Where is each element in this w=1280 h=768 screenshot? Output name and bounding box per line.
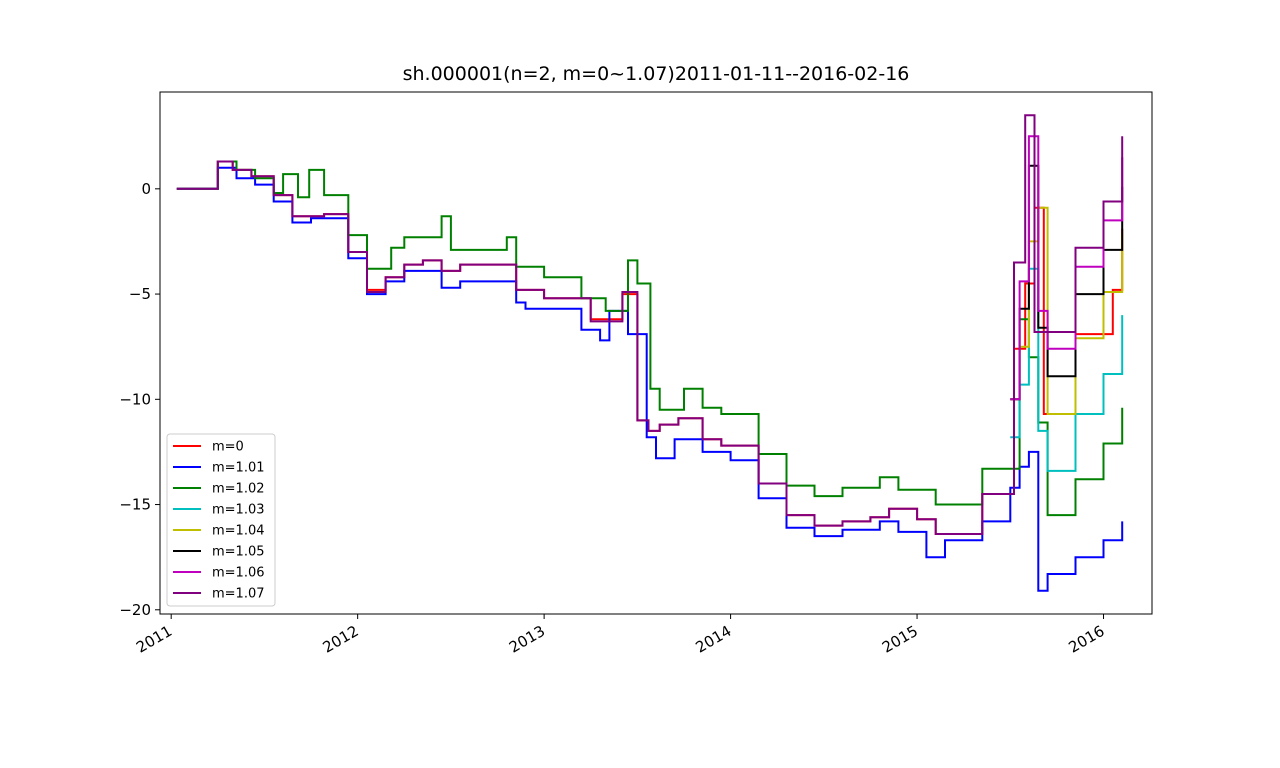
series-line-2 <box>176 160 1124 517</box>
legend-label: m=0 <box>212 440 244 455</box>
legend-label: m=1.07 <box>212 587 265 602</box>
y-tick-label: −10 <box>119 390 151 408</box>
legend-label: m=1.06 <box>212 566 265 581</box>
legend: m=0 m=1.01 m=1.02 m=1.03 m=1.04 m=1.05 m=1.06 m… <box>166 433 276 607</box>
legend-label: m=1.03 <box>212 503 265 518</box>
series-line-7 <box>176 114 1124 535</box>
series-layer <box>176 114 1124 592</box>
legend-box <box>166 433 276 607</box>
x-tick-label: 2013 <box>506 622 548 657</box>
series-line-3 <box>1010 267 1124 472</box>
y-tick-label: −20 <box>119 601 151 619</box>
x-tick-label: 2014 <box>693 622 735 657</box>
legend-label: m=1.05 <box>212 545 265 560</box>
y-tick-label: −15 <box>119 496 151 514</box>
series-line-4 <box>1010 206 1124 415</box>
x-tick-label: 2012 <box>320 622 362 657</box>
x-tick-label: 2015 <box>879 622 921 657</box>
series-line-6 <box>1010 135 1124 401</box>
x-tick-label: 2011 <box>133 622 175 657</box>
legend-label: m=1.02 <box>212 482 265 497</box>
legend-label: m=1.04 <box>212 524 265 539</box>
chart-title: sh.000001(n=2, m=0~1.07)2011-01-11--2016… <box>403 63 910 85</box>
plot-area <box>159 91 1153 615</box>
y-tick-label: −5 <box>129 285 151 303</box>
y-tick-label: 0 <box>141 180 151 198</box>
legend-label: m=1.01 <box>212 461 265 476</box>
x-tick-label: 2016 <box>1065 622 1107 657</box>
